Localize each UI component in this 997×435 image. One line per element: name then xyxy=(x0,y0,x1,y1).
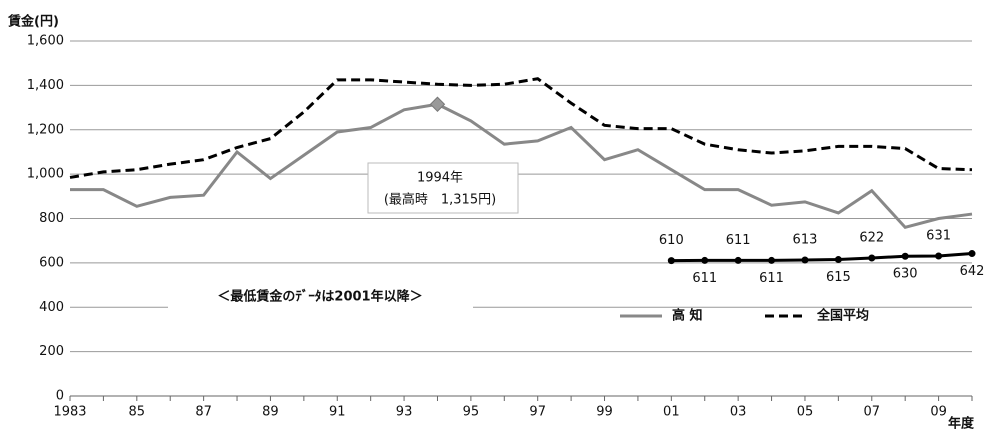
annotation-box xyxy=(367,162,519,214)
y-tick-label: 400 xyxy=(39,300,64,315)
data-label: 622 xyxy=(859,230,884,245)
data-label: 613 xyxy=(793,232,818,247)
x-tick-label: 07 xyxy=(864,405,881,420)
data-label: 611 xyxy=(692,271,717,286)
data-label: 630 xyxy=(893,267,918,282)
annotation-bg xyxy=(168,284,473,310)
point xyxy=(667,257,675,265)
x-tick-label: 01 xyxy=(663,405,680,420)
point xyxy=(901,252,909,260)
point xyxy=(868,254,876,262)
data-label: 642 xyxy=(960,264,985,279)
series-line xyxy=(69,77,973,179)
series-line xyxy=(671,252,973,263)
point xyxy=(801,256,809,264)
x-tick-label: 85 xyxy=(129,405,146,420)
series-line xyxy=(70,102,973,230)
x-axis-label: 年度 xyxy=(948,416,975,432)
annotation: 1994年 xyxy=(417,171,463,186)
annotation: (最高時 1,315円) xyxy=(384,192,496,208)
data-label: 610 xyxy=(659,233,684,248)
data-label: 611 xyxy=(726,233,751,248)
y-tick-label: 0 xyxy=(56,389,64,404)
data-label: 631 xyxy=(926,228,951,243)
x-tick-label: 87 xyxy=(195,405,212,420)
x-tick-label: 89 xyxy=(262,405,279,420)
x-tick-label: 97 xyxy=(529,405,546,420)
y-tick-label: 1,200 xyxy=(27,122,64,137)
y-tick-label: 1,600 xyxy=(27,34,64,49)
y-tick-label: 200 xyxy=(39,344,64,359)
y-tick-label: 1,000 xyxy=(27,167,64,182)
y-tick-label: 600 xyxy=(39,255,64,270)
x-tick-label: 99 xyxy=(596,405,613,420)
point xyxy=(768,256,776,264)
x-tick-label: 95 xyxy=(463,405,480,420)
legend-label: 高 知 xyxy=(672,308,703,324)
peak-marker xyxy=(429,96,446,112)
data-label: 615 xyxy=(826,270,851,285)
legend-label: 全国平均 xyxy=(816,308,869,324)
y-tick-label: 800 xyxy=(39,211,64,226)
data-label: 611 xyxy=(759,271,784,286)
point xyxy=(968,250,976,258)
x-tick-label: 09 xyxy=(930,405,947,420)
x-tick-label: 05 xyxy=(797,405,814,420)
annotation: ＜最低賃金のﾃﾞｰﾀは2001年以降＞ xyxy=(217,289,422,305)
y-tick-label: 1,400 xyxy=(27,78,64,93)
x-tick-label: 91 xyxy=(329,405,346,420)
point xyxy=(734,256,742,264)
x-tick-label: 1983 xyxy=(53,405,86,420)
x-tick-label: 03 xyxy=(730,405,747,420)
y-axis-label: 賃金(円) xyxy=(7,14,59,30)
x-tick-label: 93 xyxy=(396,405,413,420)
point xyxy=(935,252,943,260)
point xyxy=(701,256,709,264)
point xyxy=(834,256,842,264)
